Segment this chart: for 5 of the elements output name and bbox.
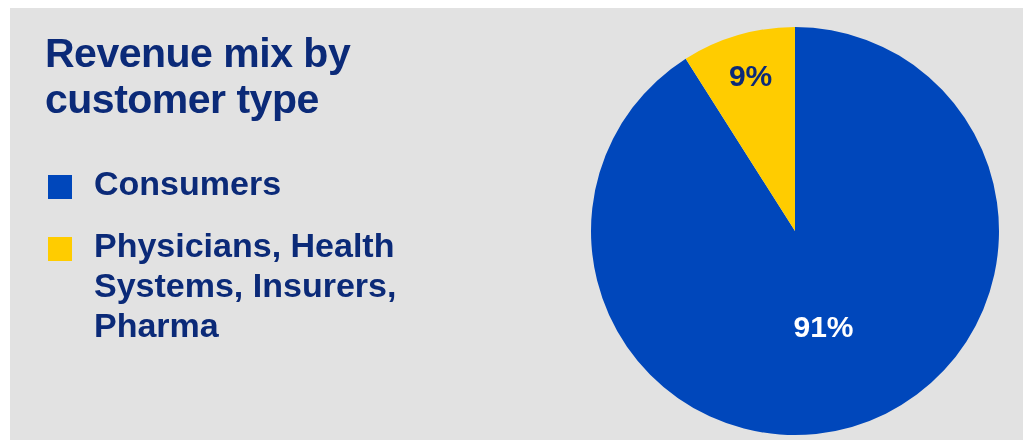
legend-label: Physicians, Health Systems, Insurers, Pharma xyxy=(94,225,398,345)
text: Revenue mix by customer type xyxy=(45,30,352,122)
legend-label: Consumers xyxy=(94,163,282,203)
data-label: 91% xyxy=(793,310,854,344)
data-label: 9% xyxy=(728,59,773,93)
